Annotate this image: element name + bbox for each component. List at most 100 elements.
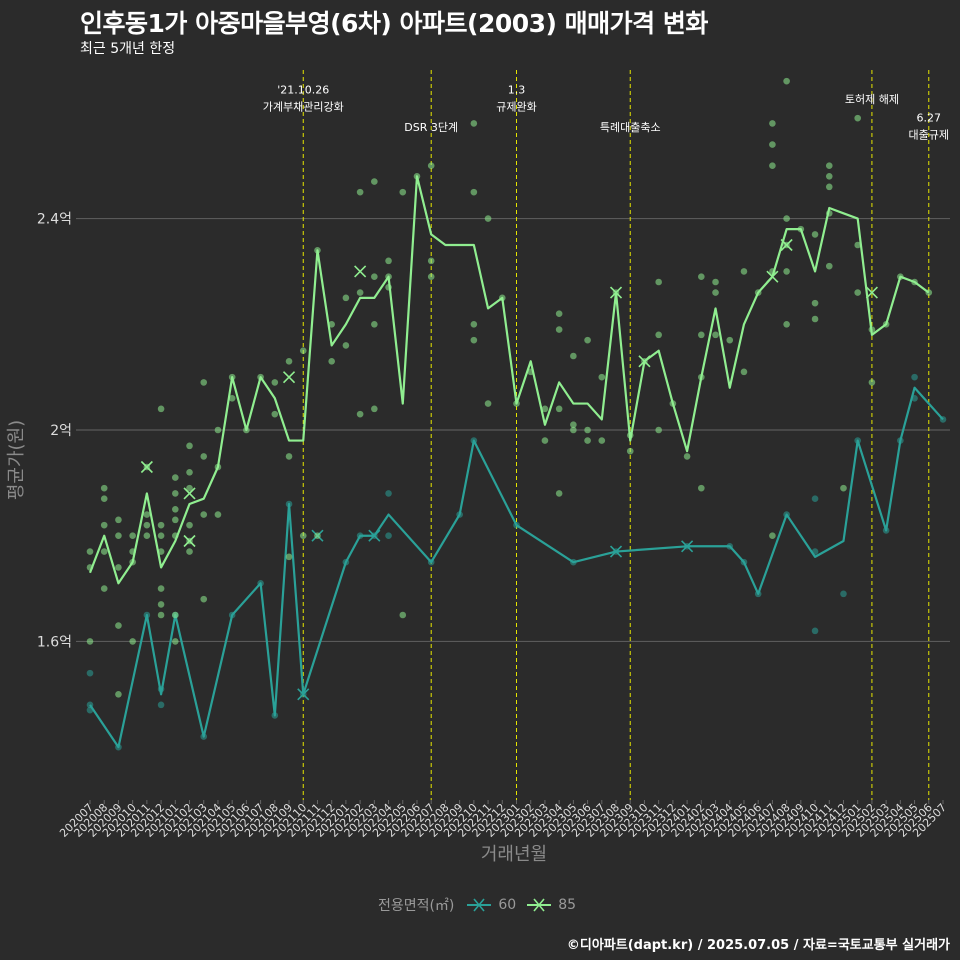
data-point-85 (655, 278, 662, 286)
event-label: 대출규제 (909, 129, 949, 142)
cross-marker-60 (297, 688, 310, 701)
series-line-85 (88, 175, 930, 585)
data-point-85 (186, 521, 193, 529)
data-point-85 (570, 421, 577, 429)
data-point-85 (825, 162, 833, 170)
cross-marker-85 (638, 355, 651, 368)
series-line-60 (89, 386, 944, 749)
legend-key-85-icon (527, 898, 552, 912)
data-point-85 (655, 426, 662, 434)
data-point-85 (86, 638, 94, 645)
data-point-85 (584, 437, 591, 444)
data-point-85 (100, 548, 108, 555)
data-point-85 (115, 622, 122, 629)
cross-marker-60 (368, 529, 381, 542)
cross-stroke (368, 529, 381, 542)
data-point-85 (726, 336, 734, 344)
data-point-85 (271, 410, 279, 418)
data-point-85 (825, 172, 833, 180)
cross-stroke (865, 286, 878, 299)
cross-marker-85 (780, 238, 793, 252)
data-point-85 (129, 532, 136, 540)
data-point-85 (712, 278, 719, 286)
cross-stroke (282, 371, 296, 384)
data-point-85 (584, 336, 591, 344)
legend: 전용면적(㎡) 60 85 (0, 895, 960, 915)
data-point-85 (825, 183, 833, 191)
data-point-85 (470, 188, 478, 196)
data-point-85 (427, 273, 435, 281)
data-point-85 (115, 516, 122, 524)
data-point-60 (86, 669, 94, 677)
data-point-85 (783, 268, 790, 275)
data-point-85 (470, 120, 478, 127)
data-point-85 (555, 405, 563, 413)
data-point-85 (157, 532, 165, 540)
data-point-85 (598, 373, 606, 381)
data-point-85 (157, 521, 165, 529)
x-axis-label: 거래년월 (481, 844, 547, 865)
cross-marker-85 (609, 286, 623, 299)
data-point-85 (200, 379, 208, 386)
data-point-85 (214, 511, 222, 518)
data-point-85 (285, 453, 293, 460)
event-label: '21.10.26 (277, 84, 329, 97)
data-point-60 (911, 373, 918, 381)
event-label: 1.3 (508, 84, 526, 97)
data-point-85 (811, 231, 819, 238)
data-point-85 (172, 638, 179, 645)
y-tick-label: 2억 (50, 423, 72, 439)
data-point-85 (371, 178, 378, 185)
cross-stroke (183, 487, 196, 500)
data-point-85 (555, 326, 563, 333)
data-point-60 (811, 627, 819, 635)
cross-stroke (681, 540, 694, 553)
data-point-85 (470, 336, 478, 344)
data-point-85 (172, 474, 179, 481)
data-point-85 (157, 611, 165, 619)
data-point-85 (115, 532, 122, 540)
data-point-85 (541, 405, 549, 413)
series-85 (86, 77, 933, 698)
data-point-85 (371, 273, 378, 281)
cross-stroke (183, 534, 196, 548)
data-point-85 (769, 532, 776, 540)
data-point-85 (186, 548, 193, 555)
event-label: 6.27 (917, 112, 942, 125)
data-point-85 (399, 188, 407, 196)
data-point-85 (100, 585, 108, 592)
data-point-85 (868, 379, 876, 386)
data-point-85 (271, 379, 279, 386)
data-point-85 (783, 215, 790, 222)
data-point-85 (86, 548, 94, 555)
data-point-85 (470, 320, 478, 328)
data-point-85 (698, 331, 705, 339)
data-point-85 (172, 505, 179, 513)
data-point-85 (200, 595, 208, 603)
data-point-85 (328, 320, 335, 328)
data-point-85 (427, 162, 435, 170)
cross-stroke (766, 270, 779, 283)
data-point-85 (740, 268, 748, 275)
data-point-85 (783, 320, 790, 328)
data-point-85 (314, 532, 321, 540)
data-point-85 (484, 215, 492, 222)
data-point-85 (186, 484, 193, 492)
data-point-85 (854, 114, 861, 122)
data-point-85 (371, 320, 378, 328)
data-point-85 (100, 521, 108, 529)
data-point-85 (484, 400, 492, 407)
event-label: 특례대출축소 (600, 121, 661, 134)
data-point-85 (200, 453, 208, 460)
cross-marker-85 (183, 534, 196, 548)
data-point-85 (698, 484, 705, 492)
data-point-85 (655, 331, 662, 339)
data-point-85 (740, 368, 748, 376)
cross-marker-60 (681, 540, 694, 553)
data-point-85 (299, 532, 307, 540)
cross-marker-85 (282, 371, 296, 384)
series-60 (86, 373, 947, 751)
data-point-85 (172, 490, 179, 497)
data-point-85 (555, 490, 563, 497)
